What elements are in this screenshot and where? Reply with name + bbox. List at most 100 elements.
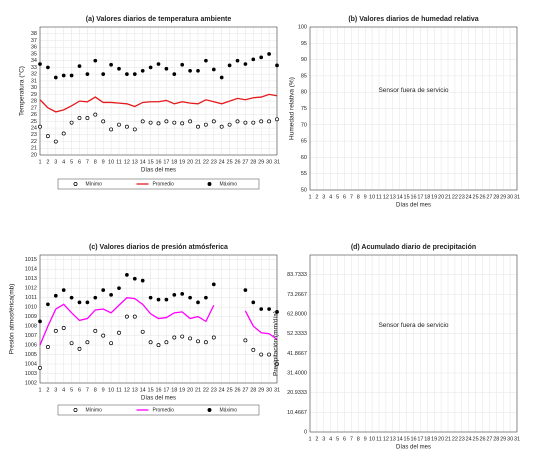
x-tick-label: 20 — [187, 159, 193, 165]
x-tick-label: 6 — [78, 387, 81, 393]
max-marker — [204, 58, 208, 63]
x-tick-label: 20 — [187, 387, 193, 393]
x-tick-label: 10 — [108, 159, 114, 165]
max-marker — [243, 62, 248, 66]
axes-box — [309, 254, 518, 433]
x-tick-label: 15 — [404, 436, 410, 442]
min-marker — [61, 326, 66, 330]
x-tick-label: 20 — [438, 194, 444, 200]
max-marker — [85, 72, 90, 77]
series-line — [39, 296, 278, 346]
x-tick-label: 2 — [46, 159, 49, 165]
min-marker — [117, 122, 121, 127]
max-marker — [53, 75, 58, 80]
x-tick-label: 12 — [383, 194, 389, 200]
x-tick-label: 6 — [78, 159, 81, 165]
x-tick-label: 28 — [250, 159, 256, 165]
x-tick-label: 1 — [38, 159, 41, 165]
min-marker — [259, 119, 264, 124]
x-tick-label: 26 — [479, 436, 485, 442]
max-marker — [235, 58, 240, 63]
x-tick-label: 9 — [102, 387, 105, 393]
min-marker — [132, 127, 137, 132]
max-marker — [46, 65, 50, 70]
x-tick-label: 17 — [163, 159, 169, 165]
x-tick-label: 13 — [132, 159, 138, 165]
max-marker — [243, 288, 248, 292]
x-tick-label: 30 — [266, 159, 272, 165]
y-tick-label: 26 — [31, 112, 37, 118]
y-tick-label: 1008 — [25, 324, 37, 330]
x-tick-label: 3 — [322, 194, 325, 200]
min-marker — [267, 119, 272, 124]
min-marker — [124, 124, 129, 129]
x-tick-label: 6 — [343, 436, 346, 442]
legend-swatch — [207, 182, 212, 186]
max-marker — [85, 300, 90, 305]
legend-box — [57, 178, 260, 190]
chart-title: (b) Valores diarios de humedad relativa — [348, 16, 478, 23]
x-axis-label: Días del mes — [141, 396, 176, 402]
max-marker — [101, 288, 106, 292]
x-tick-label: 25 — [473, 194, 479, 200]
x-tick-label: 9 — [102, 159, 105, 165]
min-marker — [243, 120, 248, 125]
max-marker — [77, 64, 82, 68]
x-tick-label: 17 — [417, 436, 423, 442]
x-tick-label: 19 — [431, 436, 437, 442]
x-tick-label: 16 — [155, 159, 161, 165]
x-tick-label: 5 — [336, 436, 339, 442]
y-tick-label: 20 — [31, 152, 37, 158]
x-tick-label: 24 — [466, 194, 472, 200]
x-tick-label: 2 — [315, 194, 318, 200]
min-marker — [203, 122, 208, 127]
y-tick-label: 100 — [298, 24, 307, 30]
y-tick-label: 31 — [31, 78, 37, 84]
min-marker — [267, 352, 272, 357]
y-tick-label: 37 — [31, 38, 37, 44]
chart-title: (c) Valores diarios de presión atmósferi… — [89, 244, 228, 251]
min-marker — [140, 329, 145, 334]
x-tick-label: 4 — [62, 159, 65, 165]
min-marker — [164, 340, 169, 345]
x-tick-label: 8 — [94, 159, 97, 165]
x-tick-label: 5 — [70, 387, 73, 393]
x-tick-label: 1 — [308, 436, 311, 442]
y-tick-label: 31.4000 — [287, 370, 307, 376]
x-tick-label: 28 — [493, 194, 499, 200]
y-tick-label: 35 — [31, 51, 37, 57]
max-marker — [164, 297, 169, 302]
min-marker — [45, 134, 50, 139]
min-marker — [132, 314, 137, 319]
x-tick-label: 29 — [258, 387, 264, 393]
y-tick-label: 28 — [31, 99, 37, 105]
min-marker — [196, 339, 200, 344]
y-tick-label: 23 — [31, 132, 37, 138]
min-marker — [180, 334, 185, 339]
max-marker — [156, 297, 161, 302]
x-axis-label: Días del mes — [396, 203, 431, 209]
min-marker — [38, 365, 42, 370]
max-marker — [148, 65, 153, 70]
x-tick-label: 3 — [322, 436, 325, 442]
max-marker — [46, 302, 50, 307]
legend-label: Mínimo — [86, 181, 103, 187]
legend-swatch — [73, 182, 78, 186]
y-tick-label: 95 — [301, 41, 307, 47]
min-marker — [53, 139, 58, 144]
min-marker — [77, 115, 82, 120]
max-marker — [172, 292, 177, 297]
x-tick-label: 17 — [417, 194, 423, 200]
x-tick-label: 28 — [493, 436, 499, 442]
x-tick-label: 14 — [140, 387, 146, 393]
y-tick-label: 24 — [31, 126, 37, 132]
axes-box — [39, 26, 278, 156]
min-marker — [45, 345, 50, 349]
max-marker — [251, 57, 256, 62]
x-tick-label: 9 — [364, 436, 367, 442]
max-marker — [61, 288, 66, 292]
y-tick-label: 34 — [31, 58, 37, 64]
x-tick-label: 20 — [438, 436, 444, 442]
x-tick-label: 16 — [155, 387, 161, 393]
max-marker — [259, 307, 264, 311]
